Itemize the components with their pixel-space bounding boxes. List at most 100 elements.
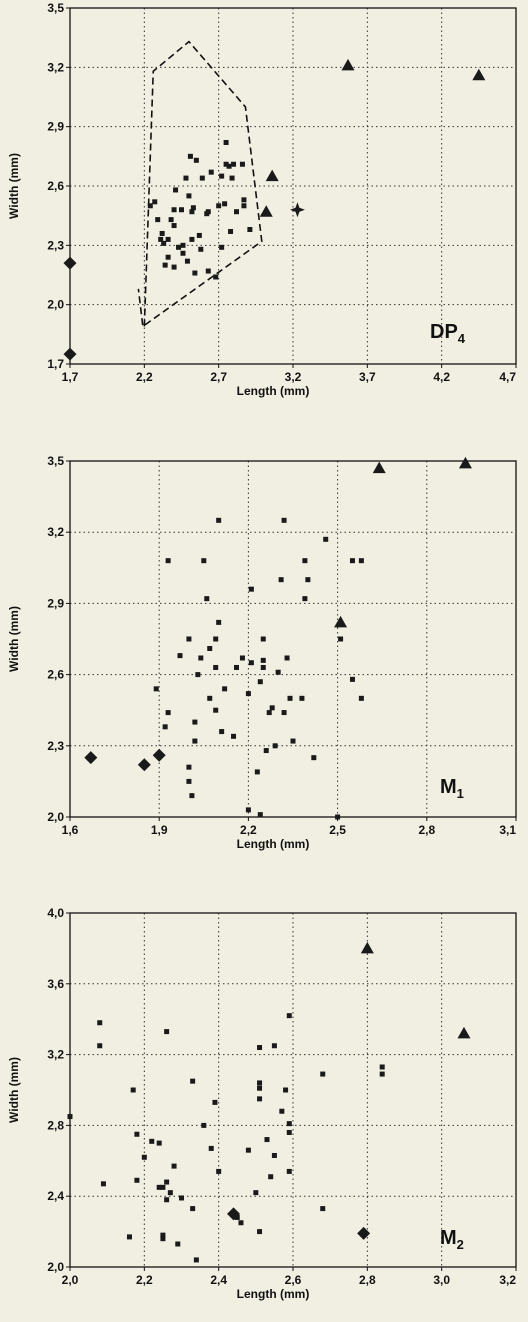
point-square xyxy=(257,812,263,818)
x-tick-label: 2,7 xyxy=(210,370,227,384)
point-square xyxy=(173,187,179,193)
x-tick-label: 3,1 xyxy=(499,823,516,837)
point-square xyxy=(180,250,186,256)
point-square xyxy=(201,558,207,564)
panel-1: 1,7 2,2 2,7 3,2 3,7 4,2 4,7 1,7 2,0 2,3 2,6 2,9 3,2 3… xyxy=(7,1,517,398)
point-square xyxy=(165,236,171,242)
x-tick-label: 2,0 xyxy=(62,1273,79,1287)
point-square xyxy=(213,274,219,280)
point-square xyxy=(260,636,266,642)
point-square xyxy=(180,242,186,248)
point-square xyxy=(239,655,245,661)
point-square xyxy=(379,1071,385,1077)
point-square xyxy=(152,199,158,205)
point-square xyxy=(263,748,269,754)
point-square xyxy=(323,536,329,542)
x-tick-label: 2,4 xyxy=(210,1273,227,1287)
point-square xyxy=(186,636,192,642)
point-square xyxy=(223,139,229,145)
point-square xyxy=(279,1108,285,1114)
x-axis-title: Length (mm) xyxy=(237,837,310,851)
point-square xyxy=(241,203,247,209)
point-square xyxy=(156,1184,162,1190)
point-square xyxy=(216,203,222,209)
x-tick-label: 4,2 xyxy=(433,370,450,384)
point-square xyxy=(241,197,247,203)
point-square xyxy=(216,1168,222,1174)
y-tick-label: 2,0 xyxy=(47,1260,64,1274)
x-tick-label: 3,0 xyxy=(433,1273,450,1287)
point-square xyxy=(379,1064,385,1070)
point-square xyxy=(226,163,232,169)
point-square xyxy=(213,636,219,642)
point-square xyxy=(234,1214,240,1220)
point-square xyxy=(260,657,266,663)
x-tick-label: 3,2 xyxy=(285,370,302,384)
point-square xyxy=(149,1138,155,1144)
point-square xyxy=(165,558,171,564)
point-square xyxy=(207,645,213,651)
point-square xyxy=(320,1071,326,1077)
point-square xyxy=(247,227,253,233)
point-square xyxy=(155,217,161,223)
y-tick-label: 2,0 xyxy=(47,298,64,312)
point-square xyxy=(192,719,198,725)
point-square xyxy=(176,244,182,250)
point-star xyxy=(289,202,305,218)
plot-frame xyxy=(69,460,517,818)
point-square xyxy=(358,558,364,564)
point-square xyxy=(187,153,193,159)
point-square xyxy=(302,558,308,564)
point-square xyxy=(192,270,198,276)
point-square xyxy=(231,733,237,739)
point-square xyxy=(165,710,171,716)
point-square xyxy=(183,175,189,181)
point-square xyxy=(219,173,225,179)
point-square xyxy=(126,1234,132,1240)
panel-3: 2,0 2,2 2,4 2,6 2,8 3,0 3,2 2,0 2,4 2,8 3,2 3,6 4,0 L… xyxy=(7,906,517,1301)
y-tick-label: 3,2 xyxy=(47,1048,64,1062)
point-square xyxy=(264,1137,270,1143)
point-square xyxy=(219,244,225,250)
point-square xyxy=(257,1096,263,1102)
point-square xyxy=(222,201,228,207)
point-square xyxy=(286,1121,292,1127)
point-square xyxy=(168,217,174,223)
point-square xyxy=(179,1195,184,1201)
point-square xyxy=(219,729,225,735)
point-square xyxy=(189,793,195,799)
point-square xyxy=(245,1147,251,1153)
point-square xyxy=(193,1257,199,1263)
point-square xyxy=(257,679,263,685)
y-tick-label: 2,4 xyxy=(47,1189,64,1203)
point-square xyxy=(254,769,260,775)
point-square xyxy=(238,1220,244,1226)
point-square xyxy=(284,655,290,661)
point-square xyxy=(184,258,190,264)
y-tick-label: 2,6 xyxy=(47,668,64,682)
panel-label: M1 xyxy=(440,776,464,801)
point-square xyxy=(335,814,341,820)
point-square xyxy=(299,695,305,701)
y-tick-label: 4,0 xyxy=(47,906,64,920)
x-tick-label: 2,8 xyxy=(359,1273,376,1287)
y-axis-title: Width (mm) xyxy=(7,153,21,219)
point-square xyxy=(311,755,317,761)
point-square xyxy=(164,1197,170,1203)
point-square xyxy=(161,240,167,246)
point-square xyxy=(257,1045,263,1051)
point-square xyxy=(192,738,198,744)
point-square xyxy=(165,254,171,260)
panel-2: 1,6 1,9 2,2 2,5 2,8 3,1 2,0 2,3 2,6 2,9 3,2 3,5 Leng… xyxy=(7,454,517,851)
point-square xyxy=(162,724,168,730)
point-square xyxy=(189,236,195,242)
point-square xyxy=(305,577,311,583)
point-square xyxy=(196,232,202,238)
point-diamond xyxy=(137,758,151,772)
point-square xyxy=(213,664,219,670)
point-square xyxy=(198,246,204,252)
point-square xyxy=(281,517,287,523)
x-tick-label: 1,6 xyxy=(62,823,79,837)
y-tick-label: 3,2 xyxy=(47,525,64,539)
x-tick-label: 2,2 xyxy=(136,370,153,384)
